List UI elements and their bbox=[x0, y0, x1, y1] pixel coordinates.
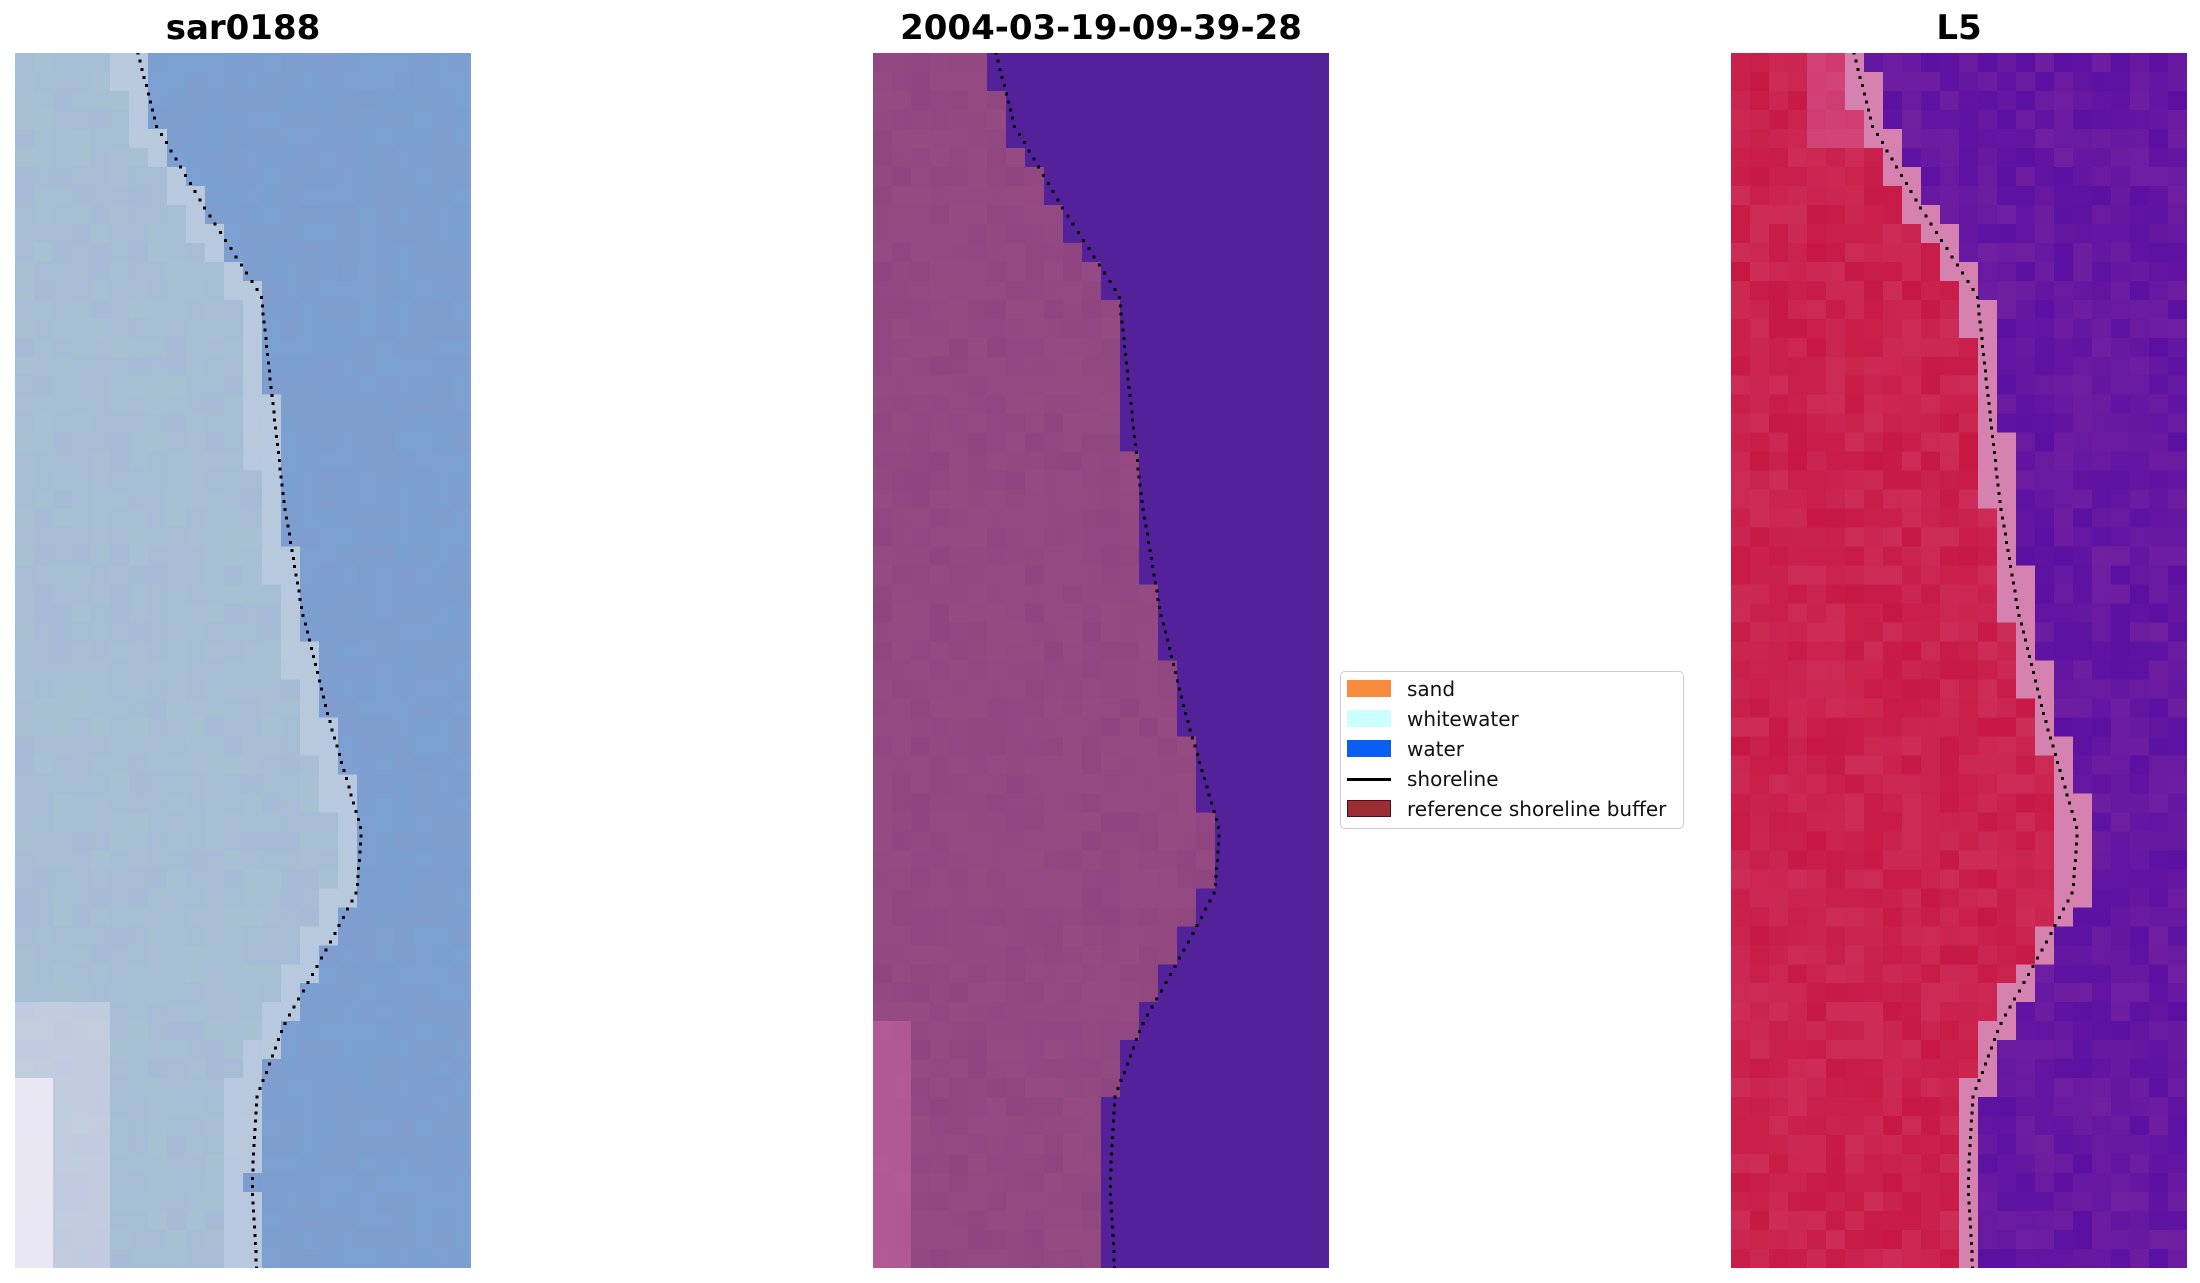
panel-title-classification: 2004-03-19-09-39-28 bbox=[900, 8, 1302, 48]
classification-image-panel bbox=[873, 53, 1329, 1268]
sand-swatch bbox=[1347, 680, 1391, 697]
legend-label-whitewater: whitewater bbox=[1407, 707, 1519, 731]
panel-title-rgb: sar0188 bbox=[165, 8, 321, 48]
panel-title-index: L5 bbox=[1936, 8, 1982, 48]
legend-label-water: water bbox=[1407, 737, 1464, 761]
index-image-panel bbox=[1731, 53, 2187, 1268]
water-swatch bbox=[1347, 740, 1391, 757]
legend-label-shoreline: shoreline bbox=[1407, 767, 1499, 791]
legend-label-sand: sand bbox=[1407, 677, 1456, 701]
rgb-image-panel bbox=[15, 53, 471, 1268]
shoreline-line-swatch bbox=[1347, 778, 1391, 781]
legend-label-reference-buffer: reference shoreline buffer bbox=[1407, 797, 1667, 821]
whitewater-swatch bbox=[1347, 710, 1391, 727]
legend: sand whitewater water shoreline referenc… bbox=[1340, 671, 1684, 829]
reference-buffer-swatch bbox=[1347, 800, 1391, 817]
